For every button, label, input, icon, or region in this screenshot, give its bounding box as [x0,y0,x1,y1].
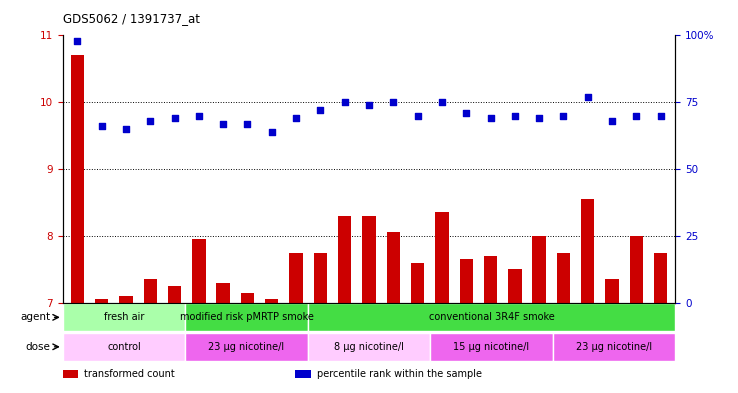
Bar [460,259,473,303]
Text: modified risk pMRTP smoke: modified risk pMRTP smoke [179,312,314,322]
Point [363,102,375,108]
Point [509,112,521,119]
Bar [308,303,675,332]
Text: 8 μg nicotine/l: 8 μg nicotine/l [334,342,404,352]
Bar [387,232,400,303]
Point [582,94,593,100]
Point [217,120,229,127]
Bar [532,236,546,303]
Bar [95,299,108,303]
Point [461,110,472,116]
Bar [338,216,351,303]
Point [314,107,326,113]
Point [266,129,277,135]
Bar [484,256,497,303]
Bar [556,252,570,303]
Point [412,112,424,119]
Text: fresh air: fresh air [104,312,144,322]
Bar [435,212,449,303]
Point [169,115,181,121]
Bar [265,299,278,303]
Bar [289,252,303,303]
Point [534,115,545,121]
Bar [314,252,327,303]
Point [145,118,156,124]
Text: percentile rank within the sample: percentile rank within the sample [317,369,482,379]
Point [557,112,569,119]
Point [120,126,132,132]
Text: transformed count: transformed count [84,369,175,379]
Point [72,38,83,44]
Bar [508,269,522,303]
Point [241,120,253,127]
Bar [185,332,308,361]
Text: dose: dose [26,342,50,352]
Text: 15 μg nicotine/l: 15 μg nicotine/l [453,342,530,352]
Bar [168,286,182,303]
Bar [241,292,254,303]
Text: conventional 3R4F smoke: conventional 3R4F smoke [429,312,554,322]
Bar [411,263,424,303]
Bar [120,296,133,303]
Text: control: control [107,342,141,352]
Text: agent: agent [21,312,50,322]
Bar [581,199,594,303]
Bar [630,236,643,303]
Bar [605,279,618,303]
Bar [308,332,430,361]
Point [193,112,204,119]
Point [485,115,497,121]
Bar [185,303,308,332]
Point [606,118,618,124]
Point [436,99,448,105]
Bar [553,332,675,361]
Point [290,115,302,121]
Point [339,99,351,105]
Bar [654,252,667,303]
Bar [192,239,206,303]
Point [96,123,108,129]
Point [655,112,666,119]
Point [630,112,642,119]
Bar [71,55,84,303]
Bar [63,303,185,332]
Point [387,99,399,105]
Text: 23 μg nicotine/l: 23 μg nicotine/l [208,342,285,352]
Text: GDS5062 / 1391737_at: GDS5062 / 1391737_at [63,12,200,25]
Bar [295,370,311,378]
Bar [430,332,553,361]
Bar [63,370,78,378]
Bar [144,279,157,303]
Bar [216,283,230,303]
Bar [63,332,185,361]
Text: 23 μg nicotine/l: 23 μg nicotine/l [576,342,652,352]
Bar [362,216,376,303]
